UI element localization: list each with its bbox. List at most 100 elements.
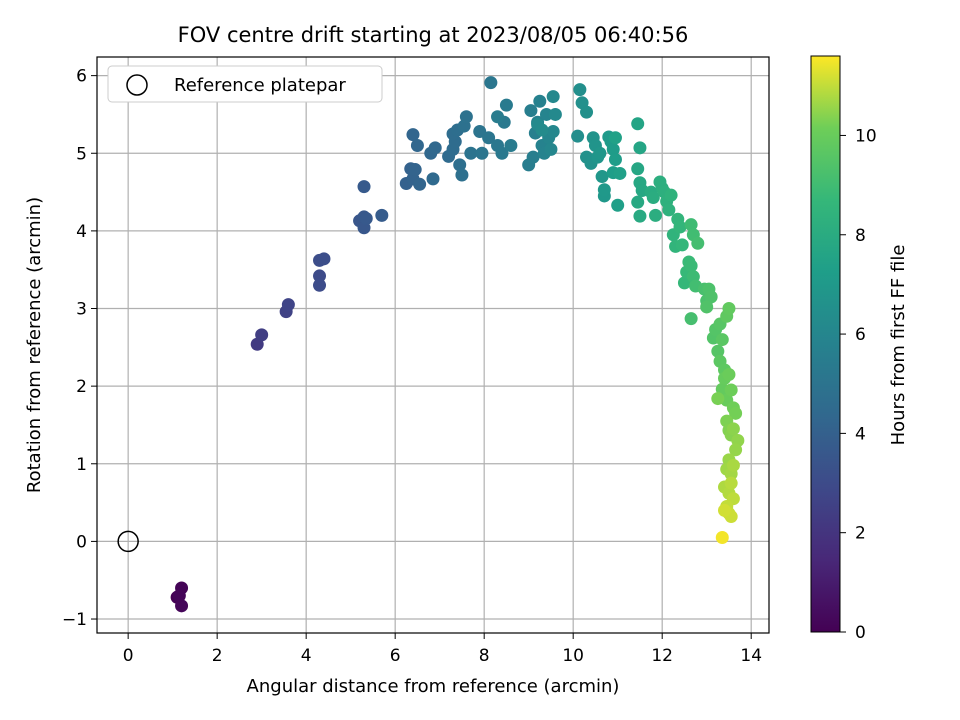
data-point — [580, 105, 594, 119]
data-point — [691, 236, 705, 250]
data-point — [684, 259, 698, 273]
colorbar-tick-label: 10 — [855, 126, 877, 146]
y-tick-label: 3 — [76, 300, 87, 320]
data-point — [711, 344, 725, 358]
data-point — [724, 476, 738, 490]
data-point — [722, 302, 736, 316]
y-tick-label: 1 — [76, 455, 87, 475]
data-point — [459, 110, 473, 124]
y-tick-label: 6 — [76, 67, 87, 87]
data-point — [608, 131, 622, 145]
colorbar-tick-label: 4 — [855, 424, 866, 444]
data-point — [571, 129, 585, 143]
x-tick-label: 2 — [212, 646, 223, 666]
data-point — [313, 278, 327, 292]
data-point — [453, 158, 467, 172]
y-tick-label: 5 — [76, 144, 87, 164]
data-point — [646, 191, 660, 205]
x-tick-label: 10 — [562, 646, 584, 666]
data-point — [175, 599, 189, 613]
chart-title: FOV centre drift starting at 2023/08/05 … — [178, 23, 689, 47]
x-axis-ticks: 0 2 4 6 8 10 12 14 — [123, 633, 762, 666]
data-point — [375, 208, 389, 222]
x-tick-label: 12 — [651, 646, 673, 666]
data-point — [593, 146, 607, 160]
data-point — [673, 220, 687, 234]
data-point — [633, 141, 647, 155]
y-axis-ticks: −1 0 1 2 3 4 5 6 — [62, 67, 97, 630]
data-point — [664, 188, 678, 202]
data-point — [410, 138, 424, 152]
x-tick-label: 6 — [390, 646, 401, 666]
data-point — [729, 406, 743, 420]
y-tick-label: −1 — [62, 610, 87, 630]
x-tick-label: 8 — [479, 646, 490, 666]
data-points — [170, 76, 745, 613]
legend-box — [107, 65, 383, 103]
data-point — [408, 163, 422, 177]
data-point — [729, 443, 743, 457]
legend: Reference platepar — [107, 65, 383, 103]
colorbar-tick-label: 8 — [855, 226, 866, 246]
data-point — [595, 170, 609, 184]
x-axis-label: Angular distance from reference (arcmin) — [247, 676, 620, 697]
data-point — [597, 183, 611, 197]
data-point — [548, 107, 562, 121]
data-point — [631, 195, 645, 209]
x-tick-label: 0 — [123, 646, 134, 666]
grid — [97, 57, 769, 633]
colorbar-label: Hours from first FF file — [888, 245, 909, 446]
data-point — [526, 150, 540, 164]
data-point — [484, 76, 498, 90]
data-point — [715, 531, 729, 545]
data-point — [426, 172, 440, 186]
data-point — [724, 383, 738, 397]
data-point — [464, 146, 478, 160]
data-point — [726, 422, 740, 436]
data-point — [704, 290, 718, 304]
data-point — [482, 131, 496, 145]
data-point — [499, 98, 513, 112]
data-point — [491, 110, 505, 124]
data-point — [608, 152, 622, 166]
data-point — [413, 177, 427, 191]
data-point — [700, 300, 714, 314]
data-point — [662, 203, 676, 217]
plot-frame — [96, 56, 770, 634]
data-point — [359, 211, 373, 225]
data-point — [613, 166, 627, 180]
colorbar-tick-label: 6 — [855, 325, 866, 345]
data-point — [684, 218, 698, 232]
data-point — [573, 83, 587, 97]
data-point — [611, 198, 625, 212]
data-point — [546, 90, 560, 104]
data-point — [535, 123, 549, 137]
data-point — [717, 503, 731, 517]
x-tick-label: 4 — [301, 646, 312, 666]
data-point — [606, 142, 620, 156]
legend-marker — [126, 74, 148, 96]
data-point — [649, 208, 663, 222]
colorbar-ticks: 0 2 4 6 8 10 — [840, 126, 877, 643]
data-point — [722, 367, 736, 381]
data-point — [313, 269, 327, 283]
colorbar-frame — [810, 55, 841, 633]
data-point — [504, 138, 518, 152]
data-point — [546, 125, 560, 139]
data-point — [631, 117, 645, 131]
y-axis-label: Rotation from reference (arcmin) — [24, 197, 45, 493]
data-point — [715, 333, 729, 347]
colorbar — [811, 56, 840, 632]
data-point — [631, 162, 645, 176]
data-point — [633, 209, 647, 223]
legend-entry: Reference platepar — [174, 75, 346, 96]
data-point — [255, 328, 269, 342]
y-tick-label: 4 — [76, 222, 87, 242]
data-point — [172, 589, 186, 603]
data-point — [684, 312, 698, 326]
y-tick-label: 2 — [76, 377, 87, 397]
data-point — [357, 180, 371, 194]
data-point — [406, 128, 420, 142]
x-tick-label: 14 — [740, 646, 762, 666]
